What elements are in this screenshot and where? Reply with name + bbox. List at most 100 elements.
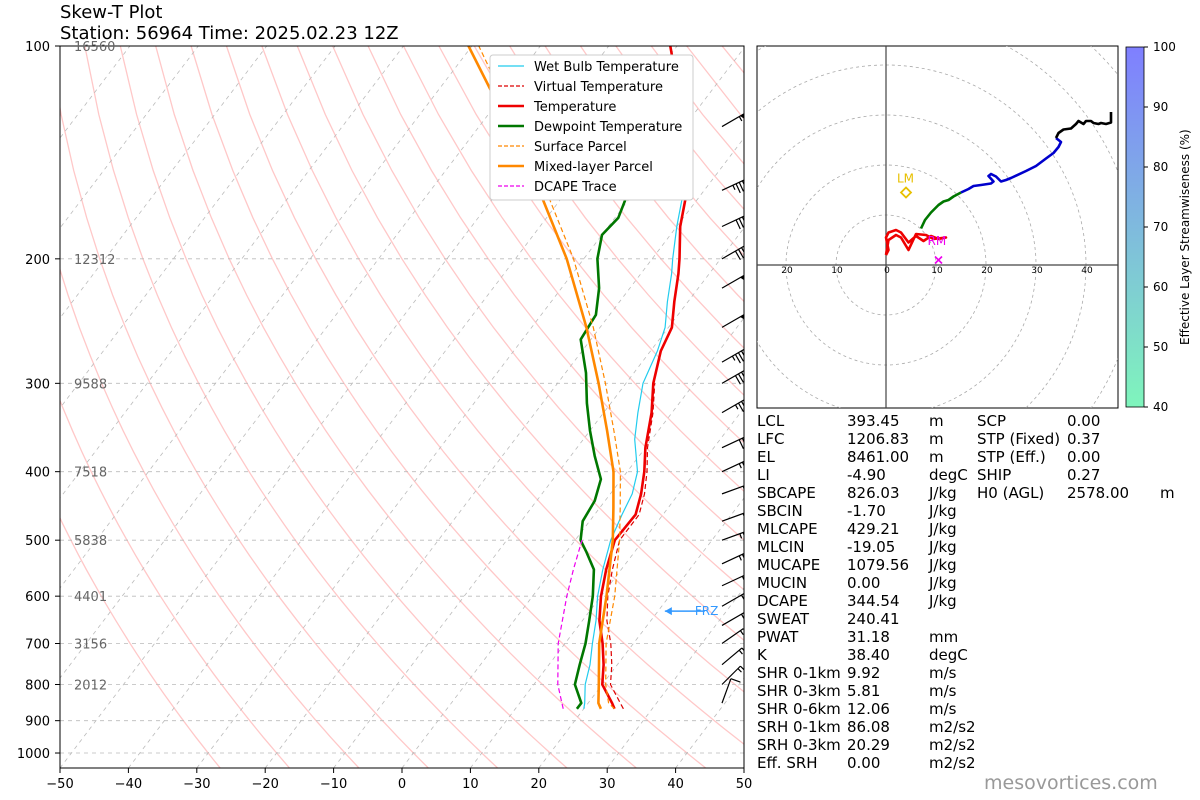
series-line-mixed-layer-parcel [467, 46, 615, 710]
wind-barb [721, 512, 744, 522]
parameter-value: 344.54 [847, 592, 900, 610]
x-axis-tick-label: −40 [115, 777, 142, 792]
y-axis-tick-label: 400 [25, 466, 50, 481]
x-axis-tick-label: −30 [183, 777, 210, 792]
dry-adiabat-line [473, 46, 744, 397]
dry-adiabat-line [60, 516, 221, 768]
chart-title-block: Skew-T Plot Station: 56964 Time: 2025.02… [60, 2, 399, 44]
parameter-name: LI [757, 466, 770, 484]
parameter-unit: degC [929, 646, 968, 664]
right-mover-marker [934, 255, 943, 265]
isotherm-line [60, 46, 199, 229]
isotherm-line [60, 46, 404, 499]
parameter-value: 1206.83 [847, 430, 910, 448]
legend-label: DCAPE Trace [534, 180, 617, 195]
wind-barb [721, 552, 744, 565]
parameter-unit: J/kg [929, 574, 957, 592]
y-axis-tick-label: 100 [25, 40, 50, 55]
isotherm-line [264, 137, 744, 768]
parameter-name: SRH 0-1km [757, 718, 841, 736]
wind-barb [721, 574, 744, 587]
wind-barb [721, 113, 744, 128]
hodograph-trace [884, 228, 948, 256]
hodograph-frame [756, 45, 1119, 409]
dry-adiabat-line [438, 46, 744, 444]
parameter-unit: J/kg [929, 538, 957, 556]
parameter-name: MUCIN [757, 574, 808, 592]
parameter-name: STP (Eff.) [977, 448, 1046, 466]
dry-adiabat-line [509, 46, 744, 349]
dry-adiabat-line [60, 267, 360, 768]
parameter-name: LFC [757, 430, 785, 448]
parameter-value: 9.92 [847, 664, 881, 682]
hodograph-ring-label: 10 [931, 266, 943, 276]
dry-adiabat-line [155, 46, 637, 768]
colorbar-tick-label: 40 [1153, 400, 1168, 414]
parameter-value: 0.00 [847, 574, 881, 592]
parameter-name: DCAPE [757, 592, 808, 610]
wind-barb [721, 274, 744, 289]
series-line-dewpoint-temperature [573, 169, 649, 710]
freezing-level-arrowhead [664, 607, 672, 616]
parameter-unit: J/kg [929, 520, 957, 538]
wind-barb [721, 348, 744, 364]
x-axis-tick-label: 10 [462, 777, 479, 792]
left-mover-marker [899, 186, 913, 199]
watermark: mesovortices.com [984, 772, 1158, 794]
isotherm-line [60, 46, 268, 319]
x-axis-tick-label: 0 [398, 777, 406, 792]
wind-barb [721, 245, 744, 261]
wind-barb [721, 399, 744, 414]
hodograph-ring-label: 40 [1081, 266, 1093, 276]
series-line-dcape-trace [557, 540, 583, 709]
parameter-name: SBCIN [757, 502, 803, 520]
hodograph-ring-label: 10 [831, 266, 843, 276]
hodograph-trace [1054, 112, 1113, 139]
parameter-value: 393.45 [847, 412, 900, 430]
parameter-name: SHR 0-6km [757, 700, 841, 718]
wind-barb [721, 592, 744, 607]
parameter-name: LCL [757, 412, 785, 430]
isotherm-line [60, 46, 541, 679]
parameter-value: 0.00 [847, 754, 881, 772]
colorbar-tick-label: 80 [1153, 160, 1168, 174]
parameter-name: EL [757, 448, 775, 466]
dry-adiabat-line [190, 46, 707, 768]
right-mover-label: RM [928, 234, 947, 248]
wind-barb [721, 485, 744, 495]
parameter-unit: m/s [929, 700, 957, 718]
parameter-value: 38.40 [847, 646, 890, 664]
parameter-unit: m2/s2 [929, 718, 976, 736]
parameter-value: 12.06 [847, 700, 890, 718]
wind-barb [721, 436, 744, 450]
height-label: 3156 [74, 638, 107, 653]
y-axis-tick-label: 1000 [17, 747, 50, 762]
legend-label: Temperature [533, 100, 616, 115]
parameter-value: 0.00 [1067, 412, 1101, 430]
hodograph-plot-area: 20 10 0 10 20 30 40 LM RM [757, 46, 1118, 408]
parameter-unit: m [929, 430, 944, 448]
isotherm-line [60, 46, 336, 409]
y-axis-tick-label: 300 [25, 377, 50, 392]
legend-label: Mixed-layer Parcel [534, 160, 653, 175]
x-axis-tick-label: −50 [46, 777, 73, 792]
hodograph-ring-label: 20 [981, 266, 993, 276]
parameter-name: Eff. SRH [757, 754, 818, 772]
x-axis-tick-label: −10 [320, 777, 347, 792]
colorbar [1125, 46, 1145, 408]
x-axis-tick-label: 30 [599, 777, 616, 792]
isotherm-line [60, 46, 131, 139]
parameter-name: SHR 0-1km [757, 664, 841, 682]
parameter-value: 0.27 [1067, 466, 1101, 484]
dry-adiabat-line [296, 46, 744, 642]
parameter-unit: m2/s2 [929, 736, 976, 754]
hodograph-ring-label: 30 [1031, 266, 1043, 276]
wind-barb [721, 313, 744, 328]
height-label: 5838 [74, 534, 107, 549]
parameter-name: MLCAPE [757, 520, 818, 538]
parameter-value: -19.05 [847, 538, 896, 556]
parameter-name: SHIP [977, 466, 1012, 484]
legend-label: Surface Parcel [534, 140, 627, 155]
hodograph-ring-label: 20 [781, 266, 793, 276]
y-axis-tick-label: 200 [25, 253, 50, 268]
